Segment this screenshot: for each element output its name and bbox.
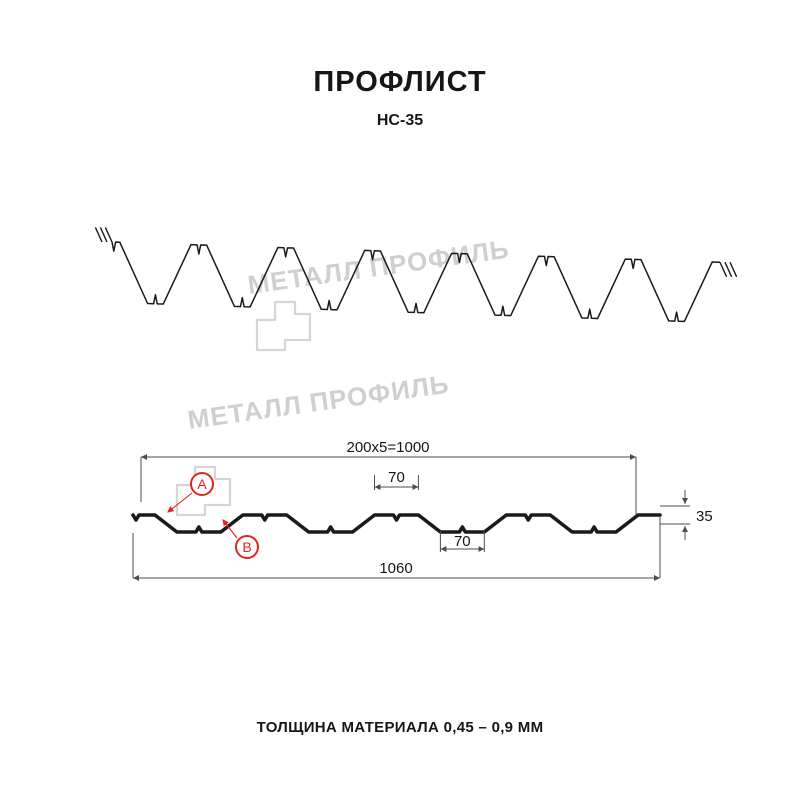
- svg-text:B: B: [242, 539, 251, 555]
- svg-text:35: 35: [696, 508, 713, 525]
- svg-text:70: 70: [454, 533, 471, 550]
- svg-text:A: A: [197, 476, 207, 492]
- svg-text:200x5=1000: 200x5=1000: [347, 439, 430, 456]
- svg-text:1060: 1060: [379, 560, 412, 577]
- svg-text:70: 70: [388, 469, 405, 486]
